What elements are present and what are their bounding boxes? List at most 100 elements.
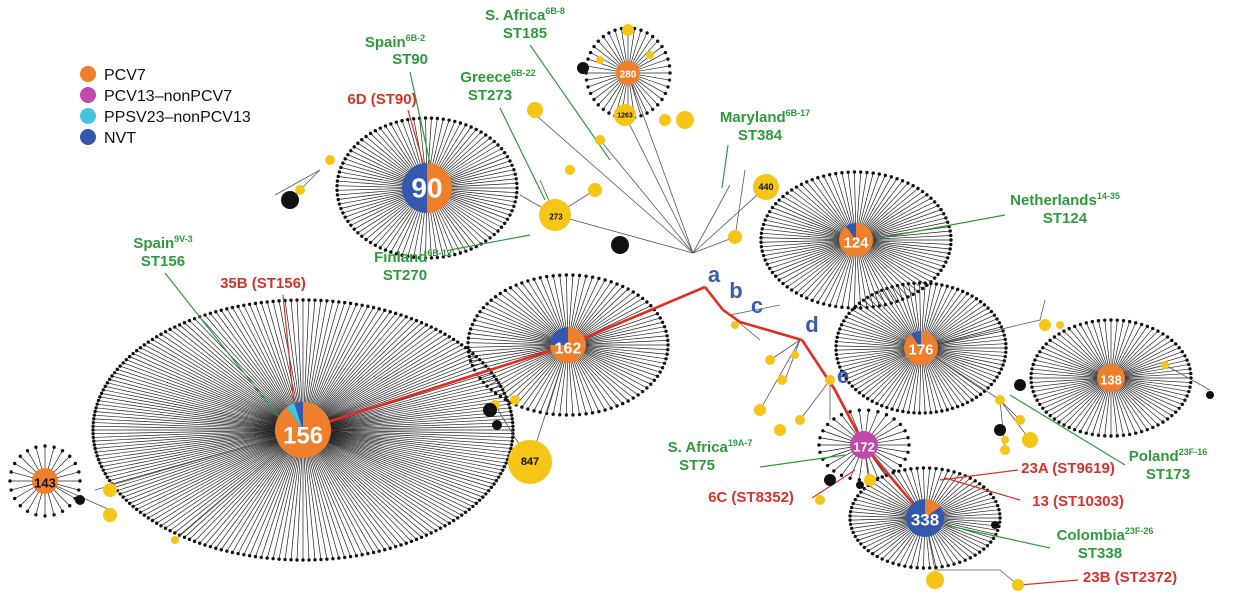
leaf-node (510, 417, 514, 421)
leaf-node (1057, 420, 1061, 424)
leaf-node (335, 188, 339, 193)
leaf-node (857, 301, 862, 305)
leaf-node (982, 547, 986, 551)
leaf-node (804, 180, 809, 184)
leaf-node (991, 536, 996, 541)
leaf-node (960, 402, 965, 407)
leaf-node (620, 284, 625, 289)
leaf-node (895, 299, 899, 304)
leaf-node (877, 304, 882, 308)
label-place: Finland (374, 249, 427, 266)
hub-nodes (32, 61, 1125, 537)
legend-swatch (80, 129, 96, 145)
leaf-node (277, 557, 281, 561)
leaf-edge (302, 429, 462, 516)
leaf-node (467, 354, 472, 359)
label-place: S. Africa (485, 7, 546, 24)
yellow-node (588, 183, 602, 197)
leaf-node (571, 413, 575, 417)
leaf-node (503, 397, 507, 402)
leaf-node (214, 546, 218, 550)
leaf-node (509, 409, 513, 414)
leaf-node (601, 107, 606, 112)
svg-text:Greece6B-22: Greece6B-22 (460, 68, 535, 86)
leaf-node (502, 464, 507, 469)
hub-label-162: 162 (555, 341, 582, 358)
leaf-node (909, 467, 913, 471)
node-label-847: 847 (521, 456, 539, 468)
leaf-node (371, 550, 376, 555)
leaf-node (488, 136, 492, 140)
leaf-node (911, 292, 915, 297)
label-place: Netherlands (1010, 192, 1097, 209)
leaf-node (968, 556, 973, 560)
lineage-letter-a: a (708, 262, 721, 287)
svg-text:S. Africa19A-7: S. Africa19A-7 (668, 438, 753, 456)
leaf-node (759, 236, 763, 240)
leaf-node (1072, 324, 1077, 329)
svg-text:Spain6B-2: Spain6B-2 (365, 33, 425, 51)
leaf-node (640, 296, 645, 301)
leaf-node (99, 464, 104, 469)
leaf-node (947, 251, 951, 256)
leaf-node (875, 290, 879, 295)
leaf-node (911, 183, 915, 188)
leaf-node (995, 503, 1000, 508)
leaf-node (596, 39, 601, 43)
leaf-node (508, 159, 512, 163)
leaf-node (901, 409, 905, 414)
leaf-edge (302, 379, 497, 431)
leaf-node (794, 185, 799, 189)
leaf-node (662, 361, 667, 366)
leaf-node (853, 534, 857, 539)
leaf-node (499, 147, 504, 151)
leaf-node (952, 470, 956, 474)
svg-text:S. Africa6B-8: S. Africa6B-8 (485, 6, 565, 24)
leaf-edge (302, 359, 480, 431)
leaf-node (443, 332, 447, 336)
leaf-node (885, 286, 889, 291)
red-labels: 6D (ST90) 35B (ST156) 23A (ST9619) 13 (S… (220, 91, 1177, 586)
leaf-node (98, 395, 102, 399)
leaf-node (955, 287, 960, 292)
leaf-node (761, 222, 766, 227)
leaf-node (91, 428, 95, 432)
leaf-node (356, 141, 360, 145)
leaf-node (1188, 385, 1192, 389)
leaf-node (1035, 398, 1039, 402)
leaf-node (835, 335, 839, 340)
leaf-edge (117, 429, 304, 491)
leaf-node (876, 476, 880, 480)
yellow-node (1015, 415, 1025, 425)
black-node (994, 424, 1006, 436)
leaf-node (360, 234, 364, 238)
leaf-node (492, 139, 496, 144)
leaf-node (118, 364, 122, 368)
leaf-edge (123, 429, 304, 498)
callout-line (939, 469, 1019, 481)
leaf-node (636, 293, 640, 297)
leaf-edge (105, 429, 304, 475)
leaf-edge (302, 429, 441, 529)
leaf-node (660, 97, 664, 102)
leaf-node (242, 553, 246, 557)
leaf-node (609, 280, 613, 284)
path-segment (302, 343, 569, 432)
leaf-node (944, 216, 948, 220)
leaf-node (478, 309, 482, 314)
leaf-node (885, 559, 890, 564)
leaf-node (1029, 371, 1033, 376)
leaf-node (834, 344, 838, 348)
leaf-edge (140, 347, 304, 431)
leaf-edge (302, 353, 474, 431)
yellow-node (103, 483, 117, 497)
leaf-node (103, 471, 107, 476)
leaf-node (934, 282, 939, 286)
leaf-node (187, 318, 192, 323)
leaf-edge (96, 407, 304, 431)
leaf-node (95, 454, 99, 458)
leaf-edge (302, 396, 507, 431)
leaf-node (1038, 402, 1042, 407)
leaf-node (12, 461, 17, 466)
